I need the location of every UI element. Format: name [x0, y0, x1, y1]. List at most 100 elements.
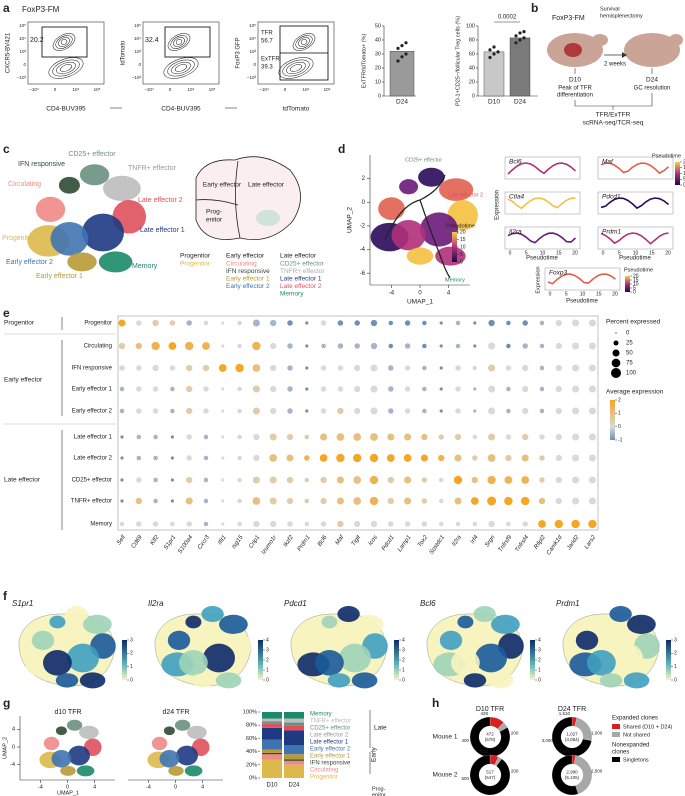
dot	[354, 320, 360, 326]
point	[488, 48, 492, 52]
cluster-cloud	[215, 672, 242, 689]
dot	[120, 478, 124, 482]
dot	[151, 341, 160, 351]
bar-segment	[262, 718, 282, 722]
x-tick-label: 10	[580, 291, 586, 297]
dot	[404, 497, 412, 505]
dot	[153, 477, 158, 483]
dot	[320, 320, 327, 326]
tick-label: −10³	[17, 75, 27, 80]
y-tick-label: 20	[469, 79, 475, 85]
legend-dot	[611, 358, 621, 368]
mini-trend	[507, 232, 577, 244]
dot	[388, 320, 394, 326]
blob	[300, 39, 308, 45]
dot	[473, 344, 477, 348]
tick-label: 10⁵	[324, 87, 331, 92]
cluster-label: Memory	[132, 263, 158, 270]
cluster-cloud	[575, 630, 599, 651]
dot	[454, 454, 462, 462]
group-label: Early effector	[4, 377, 43, 384]
legend-entry: TNFR+ effector	[310, 719, 351, 725]
axis-label: UMAP_1	[57, 790, 79, 796]
dot	[572, 497, 580, 505]
p-value: 0.0002	[498, 15, 517, 21]
bar-segment	[284, 722, 304, 726]
dot	[136, 365, 142, 371]
cluster-cloud	[66, 719, 83, 731]
legend-entry: Late effector 1	[310, 740, 349, 746]
y-tick-label: 60	[469, 51, 475, 57]
dot	[304, 521, 310, 527]
gene-label: Tnfrsf9	[498, 534, 514, 553]
gene-name: Maf	[602, 159, 614, 166]
dot	[588, 407, 596, 415]
gene-name: Prdm1	[602, 229, 622, 236]
cluster-cloud	[611, 643, 643, 673]
donut-label: 4,586	[559, 749, 571, 754]
blob	[56, 61, 76, 75]
dot	[539, 365, 545, 371]
group-label: Early	[371, 746, 378, 762]
gene-name: S1pr1	[12, 599, 33, 608]
gene-label: Rilpl2	[533, 534, 547, 550]
dot	[252, 407, 260, 415]
dot	[521, 476, 530, 484]
axis-label: CXCR5-BV421	[6, 32, 12, 73]
schematic-label: Late effector	[248, 182, 285, 189]
dot	[286, 433, 294, 441]
mini-plot	[504, 191, 581, 215]
dot	[522, 407, 529, 415]
dot	[505, 434, 512, 440]
cluster-label: TNFR+ effector	[128, 165, 177, 172]
cluster-label: Late effector 1	[140, 227, 185, 234]
x-tick-label: 0	[174, 784, 177, 790]
colorbar-tick: 3	[674, 637, 677, 643]
dot	[170, 435, 174, 439]
dot	[473, 387, 477, 391]
dot	[404, 320, 411, 326]
legend-swatch	[612, 732, 620, 737]
point	[492, 52, 496, 56]
mini-trend	[547, 273, 616, 285]
axis-label: Expression	[535, 266, 541, 293]
cluster-cloud	[463, 673, 487, 688]
dot	[168, 342, 177, 350]
blob	[60, 39, 68, 45]
donut-center: 1,027	[566, 732, 578, 737]
gene-label: Il2ra	[451, 534, 463, 548]
dot	[305, 387, 309, 391]
dot	[353, 453, 362, 463]
donut-center: 517	[486, 770, 494, 775]
y-tick-label: 60%	[246, 736, 257, 742]
colorbar-tick: 20	[683, 159, 685, 165]
arrow-head	[622, 52, 627, 58]
gene-label: Pdcd1	[381, 535, 396, 552]
colorbar-tick: 0	[460, 259, 463, 265]
dot	[221, 499, 225, 503]
row-label: Early effector 1	[72, 387, 113, 393]
dot	[487, 454, 496, 462]
colorbar-tick: 0	[683, 182, 685, 188]
dot	[270, 319, 277, 327]
tick-label: 10⁴	[19, 36, 26, 41]
mouse	[669, 34, 683, 46]
y-tick-label: -4	[10, 762, 15, 768]
dot	[522, 433, 529, 441]
gate-value: 32.4	[145, 37, 159, 44]
dot	[353, 433, 362, 441]
dot	[270, 342, 277, 350]
tick-label: 0	[284, 87, 287, 92]
gate-name: TFR	[261, 31, 273, 37]
dot	[270, 364, 277, 372]
y-tick-label: -2	[360, 223, 366, 229]
dot	[269, 476, 277, 484]
axis-label: ExTFR/tdTomato+ (%)	[361, 34, 367, 89]
dot	[422, 408, 427, 414]
axis-label: tdTomato	[283, 106, 310, 113]
cluster-cloud	[184, 765, 203, 777]
colorbar-tick: 10	[683, 171, 685, 177]
axis-label: UMAP_2	[347, 207, 354, 233]
colorbar-tick: 4	[266, 637, 269, 643]
dot	[270, 385, 277, 393]
